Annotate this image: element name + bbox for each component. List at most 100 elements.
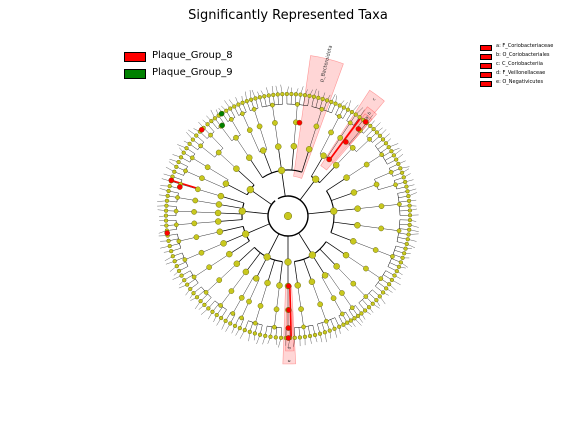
taxon-leaf-node [190,137,195,142]
branch [201,177,225,188]
taxon-leaf-node [206,306,211,311]
taxon-node [242,268,250,276]
taxon-leaf-node [380,137,386,142]
figure-title: Significantly Represented Taxa [188,8,388,23]
taxon-leaf-node [223,318,228,323]
branch [277,146,282,171]
taxon-leaf-node [407,203,412,208]
taxon-node [330,207,338,215]
taxon-node [350,189,358,196]
enriched-node-group-9 [218,110,225,117]
taxon-leaf-node [176,159,181,165]
taxon-node [342,251,350,259]
enriched-node-group-8 [198,126,205,133]
branch [295,104,298,123]
branch [193,267,210,278]
taxon-node [317,301,323,308]
taxon-node [337,135,344,141]
taxon-leaf-node [377,294,382,299]
branch [353,241,376,251]
taxon-leaf-node [345,320,350,325]
clade-legend-label: b: O_Coriobacteriales [496,52,550,58]
taxon-node [332,162,340,169]
clade-legend-label: a: F_Coriobacteriaceae [496,43,554,49]
taxon-leaf-node [178,155,184,160]
branch [255,305,261,324]
taxon-leaf-node [405,237,410,242]
taxon-node [198,143,203,149]
branch [327,273,343,294]
taxon-node [272,324,277,330]
branch [375,249,393,257]
taxon-node [226,250,233,258]
branch [293,122,297,147]
enriched-node-group-9 [219,122,225,129]
taxon-node [215,149,222,156]
branch [333,298,343,315]
taxon-leaf-node [179,273,184,278]
branch [245,252,261,273]
taxon-leaf-node [172,169,177,174]
taxon-leaf-node [280,92,285,97]
branch [298,232,313,256]
taxon-node [343,174,350,181]
branch [176,223,195,225]
taxon-leaf-node [164,198,170,203]
clade-highlight-sector [293,55,344,179]
taxon-leaf-node [240,100,245,105]
taxon-leaf-node [164,208,169,213]
enriched-node-group-8 [285,283,292,289]
taxon-leaf-node [377,133,383,138]
taxon-leaf-node [396,264,402,269]
taxon-node [278,166,286,175]
branch [219,226,244,233]
taxon-node [233,260,241,267]
taxon-node [379,152,385,157]
branch [365,268,381,279]
taxon-leaf-node [317,331,323,336]
taxon-leaf-node [404,184,409,189]
branch [378,184,396,190]
branch [346,164,367,178]
taxon-leaf-node [167,184,172,189]
taxon-node [182,257,188,263]
branch [301,149,310,173]
group-8-label: Plaque_Group_8 [152,50,233,61]
branch [220,195,244,204]
taxon-node [175,195,180,200]
taxon-leaf-node [292,335,297,340]
taxon-node [176,238,182,244]
taxon-node [393,182,398,188]
taxon-leaf-node [401,175,406,180]
branch [321,277,334,299]
highlight-label: c [371,96,377,101]
taxon-node [319,106,325,112]
taxon-leaf-node [404,241,409,247]
taxon-node [216,228,223,235]
taxon-nodes [163,91,413,341]
taxon-leaf-node [398,166,403,171]
branch [274,309,277,328]
taxon-leaf-node [271,92,276,97]
taxon-leaf-node [389,149,394,154]
branch [330,116,340,133]
enriched-branch [328,117,362,161]
taxon-leaf-node [355,313,361,319]
taxon-leaf-node [383,141,389,146]
taxon-leaf-node [403,179,408,185]
taxon-leaf-node [402,251,407,256]
branch [366,154,382,165]
taxon-node [378,203,385,209]
clade-swatch [480,81,492,87]
group-9-swatch [124,69,146,79]
taxon-node [390,254,395,259]
branch [333,208,358,212]
taxon-leaf-node [374,130,379,135]
taxon-leaf-node [297,335,303,340]
branch [232,297,242,314]
enriched-node-group-8 [285,335,292,341]
taxon-node [305,146,313,153]
taxon-leaf-node [242,327,247,333]
taxon-leaf-node [170,254,175,259]
